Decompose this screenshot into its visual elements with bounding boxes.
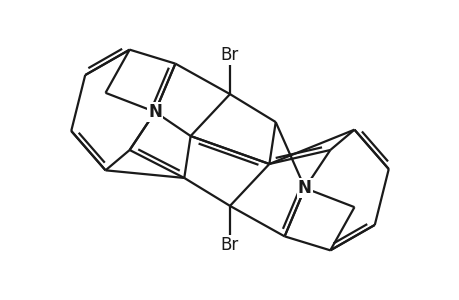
Text: Br: Br — [220, 46, 239, 64]
Text: Br: Br — [220, 236, 239, 254]
Text: N: N — [297, 179, 311, 197]
Text: N: N — [148, 103, 162, 121]
